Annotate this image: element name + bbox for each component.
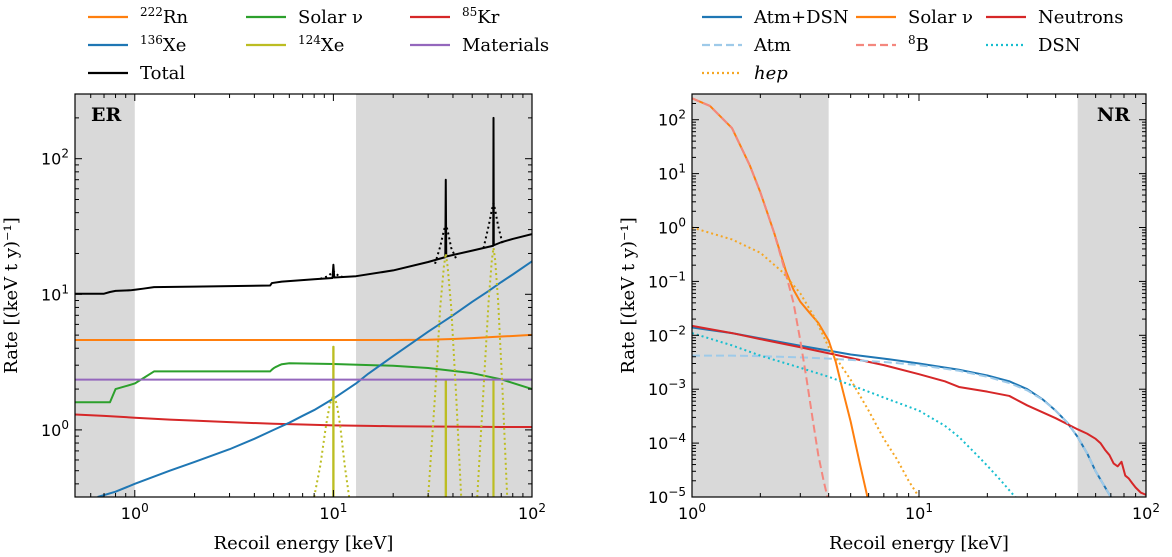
legend-label: Solar ν bbox=[908, 7, 973, 28]
y-tick-label: 102 bbox=[658, 108, 686, 130]
y-tick-label: 100 bbox=[658, 216, 686, 238]
y-axis-label: Rate [(keV t y)⁻¹] bbox=[618, 217, 639, 374]
x-tick-label: 102 bbox=[1132, 501, 1160, 523]
legend-label: Materials bbox=[462, 35, 549, 56]
legend-label: Atm bbox=[753, 35, 791, 56]
panel-tag: ER bbox=[91, 104, 121, 126]
x-tick-label: 100 bbox=[678, 501, 706, 523]
y-tick-label: 10−3 bbox=[648, 377, 686, 399]
series-line-kr85 bbox=[75, 413, 532, 429]
y-tick-label: 101 bbox=[658, 162, 686, 184]
legend-label: Solar ν bbox=[298, 7, 363, 28]
shaded-region bbox=[692, 94, 829, 497]
series-line-b8 bbox=[692, 97, 829, 497]
series-line-atm bbox=[692, 354, 1113, 497]
shaded-region bbox=[356, 94, 532, 497]
legend: 222Rn Solar ν 85Kr 136Xe 124Xe Materials Total bbox=[88, 5, 549, 84]
legend-label: 8B bbox=[908, 33, 929, 56]
y-tick-label: 10−1 bbox=[648, 269, 686, 291]
series-line-hep bbox=[692, 226, 921, 497]
x-tick-label: 100 bbox=[121, 501, 149, 523]
legend-label: Total bbox=[140, 63, 185, 84]
panel-tag: NR bbox=[1097, 104, 1130, 126]
series-line-peak-7 bbox=[313, 246, 509, 497]
legend-label: 85Kr bbox=[462, 5, 500, 28]
y-tick-label: 10−4 bbox=[648, 431, 686, 453]
y-tick-label: 10−5 bbox=[648, 485, 686, 507]
plot-area bbox=[75, 116, 532, 497]
legend-label: Neutrons bbox=[1038, 7, 1124, 28]
panel-er: 100 101 102 100 101 102 Recoil energy [keV] Rat… bbox=[1, 5, 549, 554]
x-tick-label: 102 bbox=[518, 501, 546, 523]
y-tick-label: 102 bbox=[41, 147, 69, 169]
panel-nr: 100 101 102 10−5 10−4 10−3 10−2 10−1 100 101 102 Re… bbox=[618, 7, 1160, 554]
shaded-region bbox=[75, 94, 135, 497]
axes-frame bbox=[74, 93, 533, 498]
plot-area bbox=[692, 97, 1146, 497]
legend-label: 222Rn bbox=[140, 5, 188, 28]
y-axis-label: Rate [(keV t y)⁻¹] bbox=[1, 217, 22, 374]
y-tick-label: 100 bbox=[41, 418, 69, 440]
x-axis-label: Recoil energy [keV] bbox=[214, 533, 394, 554]
legend-label: DSN bbox=[1038, 35, 1081, 56]
series-line-solar- bbox=[75, 362, 532, 404]
series-line-peak-8 bbox=[320, 202, 504, 280]
legend-label: Atm+DSN bbox=[753, 7, 849, 28]
y-tick-label: 101 bbox=[41, 282, 69, 304]
series-line-rn222 bbox=[75, 333, 532, 342]
y-tick-label: 10−2 bbox=[648, 323, 686, 345]
x-tick-label: 101 bbox=[905, 501, 933, 523]
series-line-dsn bbox=[692, 332, 1017, 497]
series-line-atm-dsn bbox=[692, 326, 1113, 497]
shaded-region bbox=[1077, 94, 1146, 497]
series-line-xe124 bbox=[332, 345, 495, 497]
legend-label: hep bbox=[754, 63, 788, 84]
x-tick-label: 101 bbox=[319, 501, 347, 523]
legend: Atm+DSN Solar ν Neutrons Atm 8B DSN hep bbox=[702, 7, 1124, 84]
legend-label: 124Xe bbox=[298, 33, 344, 56]
legend-label: 136Xe bbox=[140, 33, 186, 56]
x-axis-label: Recoil energy [keV] bbox=[829, 533, 1009, 554]
